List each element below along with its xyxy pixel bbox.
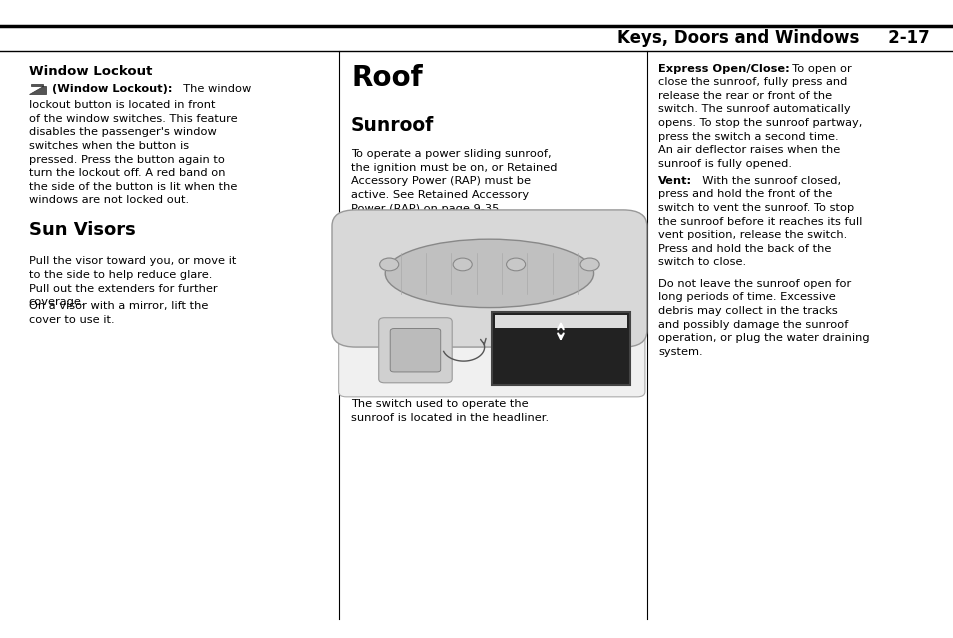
Text: With the sunroof closed,: With the sunroof closed,	[694, 176, 840, 186]
Polygon shape	[29, 84, 46, 94]
Text: Keys, Doors and Windows     2-17: Keys, Doors and Windows 2-17	[617, 29, 929, 47]
Ellipse shape	[385, 239, 593, 308]
Text: Roof: Roof	[351, 64, 422, 92]
FancyBboxPatch shape	[378, 318, 452, 383]
Text: press and hold the front of the
switch to vent the sunroof. To stop
the sunroof : press and hold the front of the switch t…	[658, 189, 862, 267]
Text: lockout button is located in front
of the window switches. This feature
disables: lockout button is located in front of th…	[29, 100, 237, 205]
Text: Window Lockout: Window Lockout	[29, 65, 152, 78]
Text: Sun Visors: Sun Visors	[29, 221, 135, 239]
Text: To open or: To open or	[784, 64, 851, 74]
Circle shape	[379, 258, 398, 271]
FancyBboxPatch shape	[390, 329, 440, 372]
Text: The switch used to operate the
sunroof is located in the headliner.: The switch used to operate the sunroof i…	[351, 399, 549, 423]
FancyBboxPatch shape	[332, 210, 646, 347]
Circle shape	[453, 258, 472, 271]
FancyBboxPatch shape	[492, 312, 629, 385]
Circle shape	[506, 258, 525, 271]
Text: The window: The window	[176, 84, 252, 94]
Text: (Window Lockout):: (Window Lockout):	[52, 84, 172, 94]
Text: Vent:: Vent:	[658, 176, 692, 186]
FancyBboxPatch shape	[495, 315, 626, 328]
Text: Pull the visor toward you, or move it
to the side to help reduce glare.
Pull out: Pull the visor toward you, or move it to…	[29, 256, 235, 308]
Text: Express Open/Close:: Express Open/Close:	[658, 64, 789, 74]
Text: Sunroof: Sunroof	[351, 116, 434, 135]
Text: close the sunroof, fully press and
release the rear or front of the
switch. The : close the sunroof, fully press and relea…	[658, 77, 862, 169]
Text: Do not leave the sunroof open for
long periods of time. Excessive
debris may col: Do not leave the sunroof open for long p…	[658, 279, 869, 357]
FancyBboxPatch shape	[338, 214, 644, 397]
Text: To operate a power sliding sunroof,
the ignition must be on, or Retained
Accesso: To operate a power sliding sunroof, the …	[351, 149, 557, 214]
Circle shape	[579, 258, 598, 271]
Text: On a visor with a mirror, lift the
cover to use it.: On a visor with a mirror, lift the cover…	[29, 301, 208, 325]
